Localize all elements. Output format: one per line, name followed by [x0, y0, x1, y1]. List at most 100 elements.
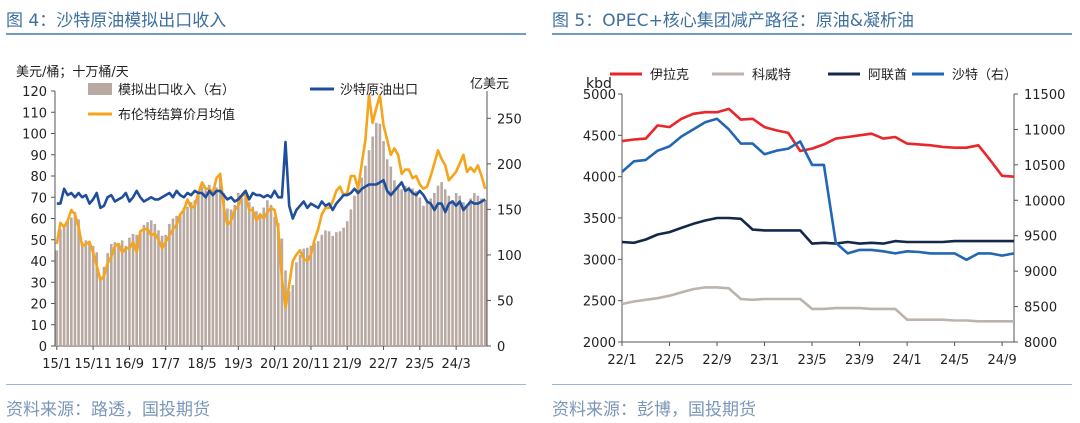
left-y-tick-label: 80 — [30, 170, 47, 185]
revenue-bar — [120, 240, 124, 346]
left-chart: 0 10 20 30 40 50 60 70 80 90 100 110 120 0 50 100 150 200… — [16, 65, 522, 372]
revenue-bar — [480, 198, 483, 346]
revenue-bar — [454, 193, 458, 346]
right-y-tick-label: 0 — [497, 340, 505, 355]
revenue-bar — [153, 223, 157, 346]
legend-label-revenue: 模拟出口收入（右） — [118, 83, 235, 98]
revenue-bar — [229, 209, 233, 346]
x-tick-label: 18/5 — [187, 357, 216, 372]
revenue-bar — [266, 200, 269, 346]
revenue-bar — [135, 234, 138, 346]
revenue-bar — [131, 233, 135, 346]
revenue-bar — [66, 221, 70, 346]
revenue-bar — [251, 206, 255, 346]
left-y-tick-label: 20 — [30, 298, 47, 313]
revenue-bar — [356, 189, 360, 346]
left-y-tick-label: 100 — [22, 128, 47, 143]
revenue-bar — [269, 204, 273, 346]
revenue-bar — [400, 189, 403, 346]
revenue-bar — [443, 189, 447, 346]
left-y-tick-label: 4000 — [583, 171, 616, 186]
revenue-bar — [385, 159, 389, 346]
revenue-bar — [345, 221, 349, 346]
revenue-bar — [218, 177, 222, 346]
revenue-bar — [360, 177, 364, 346]
revenue-bar — [222, 193, 226, 346]
revenue-bar — [342, 227, 345, 346]
x-tick-label: 20/11 — [292, 357, 329, 372]
revenue-bar — [433, 193, 436, 346]
right-y-tick-label: 8000 — [1024, 336, 1057, 351]
revenue-bar — [458, 195, 462, 346]
right-caption-rule — [552, 33, 1072, 35]
revenue-bar — [193, 200, 197, 346]
right-y-tick-label: 150 — [497, 203, 522, 218]
revenue-bar — [287, 291, 291, 346]
revenue-bar — [240, 198, 244, 346]
x-tick-label: 21/9 — [333, 357, 362, 372]
x-tick-label: 20/1 — [260, 357, 289, 372]
revenue-bar — [447, 195, 451, 346]
revenue-bar — [204, 190, 207, 346]
left-y-tick-label: 2000 — [583, 336, 616, 351]
revenue-bar — [393, 180, 396, 346]
left-y-tick-label: 90 — [30, 149, 47, 164]
revenue-bar — [117, 243, 120, 346]
revenue-bar — [407, 186, 411, 346]
revenue-bar — [349, 209, 353, 346]
revenue-bar — [247, 202, 251, 346]
right-y-tick-label: 8500 — [1024, 301, 1057, 316]
legend-label-export: 沙特原油出口 — [340, 83, 418, 98]
revenue-bar — [233, 204, 237, 346]
left-y-tick-label: 40 — [30, 255, 47, 270]
x-tick-label: 24/9 — [988, 353, 1017, 368]
left-y-tick-label: 110 — [22, 106, 47, 121]
left-source: 资料来源：路透，国投期货 — [6, 400, 210, 420]
x-tick-label: 24/5 — [940, 353, 969, 368]
revenue-bar — [237, 193, 240, 346]
left-source-rule — [6, 384, 526, 385]
revenue-bar — [378, 123, 382, 347]
x-tick-label: 23/9 — [845, 353, 874, 368]
revenue-bar — [189, 202, 193, 346]
revenue-bar — [182, 207, 186, 346]
legend-uae-label: 阿联酋 — [868, 67, 907, 83]
revenue-bar — [404, 185, 407, 346]
uae-line — [621, 216, 1014, 245]
revenue-bar — [146, 222, 149, 346]
right-y-tick-label: 100 — [497, 249, 522, 264]
legend-kuwait-label: 科威特 — [752, 68, 791, 83]
left-y-tick-label: 60 — [30, 213, 47, 228]
revenue-bar — [211, 191, 215, 346]
revenue-bar — [244, 196, 247, 346]
revenue-bar — [55, 250, 59, 346]
revenue-bar — [411, 188, 414, 346]
revenue-bar — [73, 212, 77, 346]
revenue-bar — [70, 217, 73, 346]
saudi-export-line — [56, 140, 486, 220]
right-source: 资料来源：彭博，国投期货 — [552, 400, 756, 420]
right-y-tick-label: 9000 — [1024, 265, 1057, 280]
x-tick-label: 22/1 — [607, 353, 636, 368]
revenue-bar — [280, 238, 284, 346]
revenue-bar — [59, 229, 62, 346]
revenue-bar — [374, 122, 378, 346]
revenue-bar — [440, 182, 443, 346]
revenue-bar — [168, 223, 171, 346]
revenue-bar — [309, 245, 313, 346]
revenue-bar — [262, 207, 266, 346]
left-y-axis-title: 美元/桶；十万桶/天 — [16, 65, 129, 80]
saudi-line — [621, 117, 1015, 262]
revenue-bar — [422, 205, 425, 346]
revenue-bar — [109, 244, 113, 346]
x-tick-label: 17/7 — [151, 357, 180, 372]
revenue-bar — [128, 237, 131, 346]
revenue-bar — [215, 187, 218, 346]
revenue-bar — [175, 215, 178, 346]
revenue-bar — [139, 232, 142, 346]
revenue-bar — [62, 224, 66, 346]
revenue-bar — [84, 240, 88, 346]
revenue-bar — [200, 186, 204, 346]
legend-iraq-label: 伊拉克 — [650, 68, 689, 83]
revenue-bar — [305, 247, 309, 346]
